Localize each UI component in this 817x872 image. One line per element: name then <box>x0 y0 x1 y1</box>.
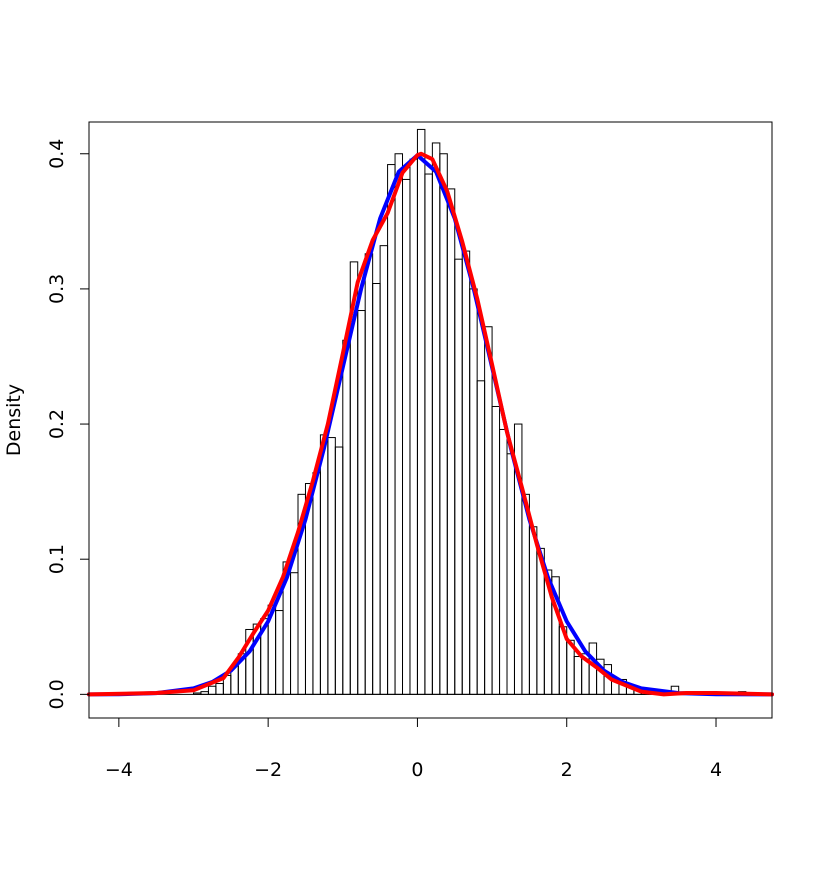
x-axis: −4 −2 0 2 4 <box>105 718 722 781</box>
histogram-bar <box>431 142 441 695</box>
kernel-density-curve <box>87 151 774 697</box>
histogram-bar <box>402 178 411 695</box>
histogram-bar <box>521 493 530 695</box>
x-tick-label: 2 <box>561 759 573 781</box>
histogram-bar <box>446 188 456 695</box>
y-tick-label: 0.2 <box>46 409 68 439</box>
histogram-bar <box>215 683 224 695</box>
histogram-bar <box>439 153 448 695</box>
histogram-bar <box>499 428 508 695</box>
y-tick-label: 0.3 <box>46 274 68 304</box>
histogram-bar <box>454 258 463 695</box>
histogram-bar <box>506 453 515 695</box>
histogram-bar <box>312 472 321 695</box>
histogram-bar <box>476 380 486 695</box>
histogram-bar <box>207 685 217 695</box>
histogram-bar <box>573 656 583 695</box>
histogram-bar <box>275 610 284 695</box>
density-curves <box>87 151 774 697</box>
histogram-bar <box>319 434 329 695</box>
histogram-bar <box>409 158 418 695</box>
x-tick-label: −2 <box>254 759 282 781</box>
y-tick-label: 0.4 <box>46 139 68 169</box>
y-tick-label: 0.0 <box>46 679 68 709</box>
histogram-bar <box>491 405 501 695</box>
plot-frame <box>88 121 773 719</box>
histogram-bar <box>364 253 374 695</box>
histogram-bar <box>379 245 389 695</box>
histogram-bar <box>357 310 366 695</box>
histogram-bar <box>484 326 493 695</box>
histogram-bar <box>416 128 426 695</box>
histogram-bar <box>334 446 344 695</box>
histogram-bar <box>528 526 538 695</box>
histogram-bar <box>372 283 381 695</box>
y-axis-title: Density <box>3 384 25 456</box>
histogram-bar <box>290 572 299 695</box>
x-tick-label: 4 <box>710 759 722 781</box>
normal-density-curve <box>87 153 774 697</box>
y-axis: 0.0 0.1 0.2 0.3 0.4 <box>46 139 89 709</box>
histogram-bar <box>394 153 404 695</box>
y-tick-label: 0.1 <box>46 544 68 574</box>
x-tick-label: 0 <box>411 759 423 781</box>
histogram-bar <box>461 250 471 695</box>
histogram-bar <box>327 437 336 695</box>
histogram-bar <box>387 164 396 695</box>
histogram-bars <box>118 128 747 695</box>
histogram-bar <box>469 288 478 695</box>
x-tick-label: −4 <box>105 759 133 781</box>
histogram-bar <box>342 339 351 695</box>
histogram-bar <box>424 173 433 695</box>
